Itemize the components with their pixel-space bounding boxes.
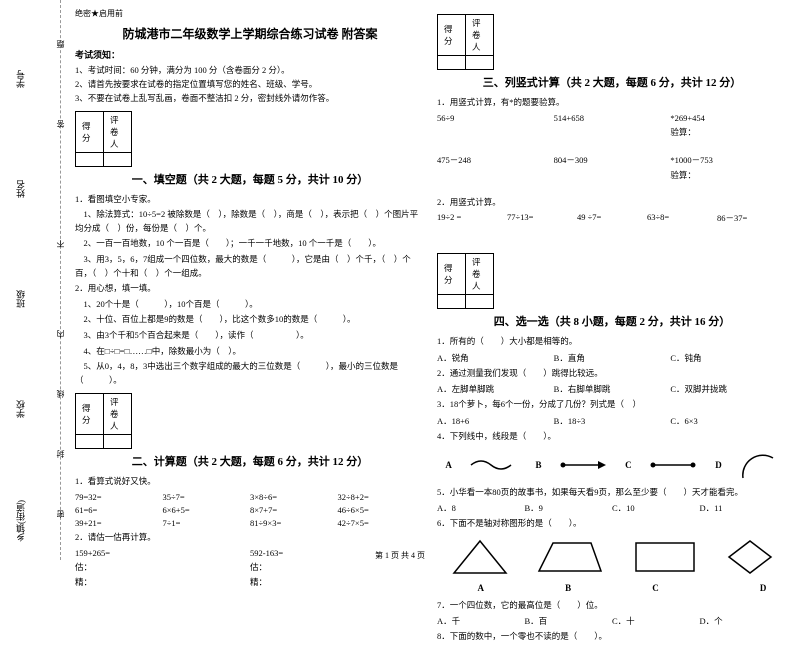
mc-question: 2．通过测量我们发现（ ）跳得比较远。 [437, 367, 787, 381]
cut-hint: 题 [55, 40, 66, 48]
grader-cell[interactable] [104, 435, 132, 449]
score-label: 得分 [438, 254, 466, 295]
question-stem: 2．用竖式计算。 [437, 196, 787, 210]
question-line: 3、由3个千和5个百合起来是（ ），读作（ ）。 [75, 329, 425, 343]
calc-row: 估：估： [75, 561, 425, 573]
mc-question: 6．下面不是轴对称图形的是（ ）。 [437, 517, 787, 531]
arc-icon [738, 450, 778, 480]
question-line: 2、十位、百位上都是9的数是（ ），比这个数多10的数是（ ）。 [75, 313, 425, 327]
ray-icon [558, 455, 608, 475]
calc-row: 56÷9514+658*269+454 [437, 113, 787, 123]
calc-row: 验算： [437, 169, 787, 181]
mc-question: 7．一个四位数，它的最高位是（ ）位。 [437, 599, 787, 613]
bind-label: 乡镇(街道) [14, 500, 27, 542]
bind-label: 班级 [14, 290, 27, 308]
calc-row: 61=6=6×6+5=8×7+7=46÷6×5= [75, 505, 425, 515]
exam-title: 防城港市二年级数学上学期综合练习试卷 附答案 [75, 25, 425, 42]
mc-opts: A．左脚单脚跳B．右脚单脚跳C．双脚并拢跳 [437, 383, 787, 395]
calc-row: 39+21=7÷1=81÷9×3=42÷7×5= [75, 518, 425, 528]
grader-label: 评卷人 [466, 254, 494, 295]
notice-header: 考试须知： [75, 48, 425, 61]
question-line: 1、除法算式：10÷5=2 被除数是（ ），除数是（ ），商是（ ），表示把（ … [75, 208, 425, 235]
mc-question: 4．下列线中，线段是（ ）。 [437, 430, 787, 444]
bind-label: 姓名 [14, 180, 27, 198]
mc-opts: A．锐角B．直角C．钝角 [437, 352, 787, 364]
notice: 1、考试时间：60 分钟，满分为 100 分（含卷面分 2 分）。 [75, 65, 425, 77]
cut-line [60, 0, 61, 560]
score-label: 得分 [76, 111, 104, 152]
wavy-line-icon [469, 455, 519, 475]
calc-row: 19÷2 =77÷13=49 ÷7=63÷8=86－37= [437, 212, 787, 224]
calc-row: 79=32=35÷7=3×8÷6=32÷8+2= [75, 492, 425, 502]
calc-row: 验算： [437, 126, 787, 138]
score-label: 得分 [438, 15, 466, 56]
score-box: 得分评卷人 [437, 253, 787, 309]
score-cell[interactable] [76, 435, 104, 449]
cut-hint: 密 [55, 510, 66, 518]
score-cell[interactable] [76, 152, 104, 166]
grader-cell[interactable] [466, 295, 494, 309]
page-footer: 第 1 页 共 4 页 [0, 550, 800, 561]
question-line: 4、在□÷□=□……□中，除数最小为（ ）。 [75, 345, 425, 359]
question-stem: 2．用心想，填一填。 [75, 282, 425, 296]
mc-question: 8．下面的数中，一个零也不读的是（ ）。 [437, 630, 787, 644]
line-shapes: A B C D [437, 450, 787, 480]
question-line: 3、用3，5，6，7组成一个四位数，最大的数是（ ），它是由（ ）个千，（ ）个… [75, 253, 425, 280]
section-heading: 四、选一选（共 8 小题，每题 2 分，共计 16 分） [437, 313, 787, 329]
cut-hint: 线 [55, 390, 66, 398]
notice: 3、不要在试卷上乱写乱画，卷面不整洁扣 2 分，密封线外请勿作答。 [75, 93, 425, 105]
mc-opts: A．8B．9C．10D．11 [437, 502, 787, 514]
mc-question: 1．所有的（ ）大小都是相等的。 [437, 335, 787, 349]
score-label: 得分 [76, 394, 104, 435]
question-stem: 1．看算式说好又快。 [75, 475, 425, 489]
grader-cell[interactable] [104, 152, 132, 166]
calc-row: 475－248804－309*1000－753 [437, 154, 787, 166]
mc-opts: A．18+6B．18÷3C．6×3 [437, 415, 787, 427]
mc-question: 5．小华看一本80页的故事书，如果每天看9页，那么至少要（ ）天才能看完。 [437, 486, 787, 500]
question-line: 5、从0，4，8，3中选出三个数字组成的最大的三位数是（ ），最小的三位数是（ … [75, 360, 425, 387]
score-box: 得分评卷人 [437, 14, 787, 70]
shape-labels: A B C D [437, 583, 787, 593]
section-heading: 二、计算题（共 2 大题，每题 6 分，共计 12 分） [75, 453, 425, 469]
mc-question: 3．18个萝卜，每6个一份，分成了几份？列式是（ ） [437, 398, 787, 412]
cut-hint: 内 [55, 330, 66, 338]
bind-label: 学号 [14, 70, 27, 88]
grader-cell[interactable] [466, 56, 494, 70]
question-line: 1、20个十是（ ），10个百是（ ）。 [75, 298, 425, 312]
score-box: 得分评卷人 [75, 111, 425, 167]
section-heading: 一、填空题（共 2 大题，每题 5 分，共计 10 分） [75, 171, 425, 187]
mc-opts: A．千B．百C．十D．个 [437, 615, 787, 627]
question-line: 2、一百一百地数，10 个一百是（ ）；一千一千地数，10 个一千是（ ）。 [75, 237, 425, 251]
segment-icon [648, 455, 698, 475]
score-cell[interactable] [438, 295, 466, 309]
cut-hint: 答 [55, 120, 66, 128]
score-cell[interactable] [438, 56, 466, 70]
question-stem: 1．用竖式计算，有*的题要验算。 [437, 96, 787, 110]
confidential: 绝密★启用前 [75, 8, 425, 19]
question-stem: 2．请估一估再计算。 [75, 531, 425, 545]
question-stem: 1．看图填空小专家。 [75, 193, 425, 207]
grader-label: 评卷人 [466, 15, 494, 56]
binding-margin: 乡镇(街道) 学校 班级 姓名 学号 密 封 线 内 不 答 题 [0, 0, 75, 560]
cut-hint: 封 [55, 450, 66, 458]
score-box: 得分评卷人 [75, 393, 425, 449]
cut-hint: 不 [55, 240, 66, 248]
calc-row: 精：精： [75, 576, 425, 588]
section-heading: 三、列竖式计算（共 2 大题，每题 6 分，共计 12 分） [437, 74, 787, 90]
bind-label: 学校 [14, 400, 27, 418]
grader-label: 评卷人 [104, 394, 132, 435]
grader-label: 评卷人 [104, 111, 132, 152]
notice: 2、请首先按要求在试卷的指定位置填写您的姓名、班级、学号。 [75, 79, 425, 91]
